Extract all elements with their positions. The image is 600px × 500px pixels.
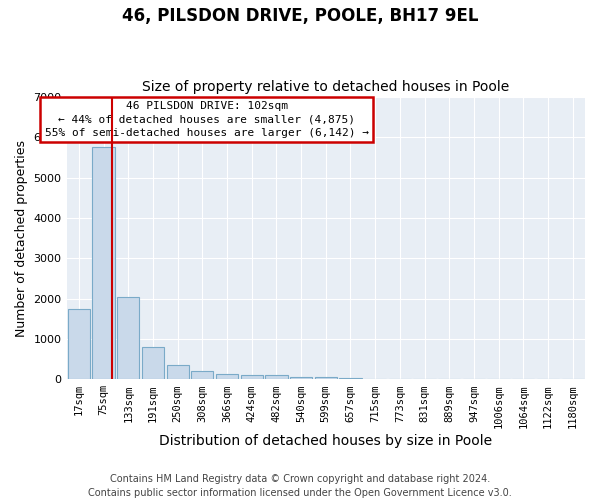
Bar (167, 365, 189, 380)
Bar (340, 378, 362, 380)
Bar (364, 378, 386, 380)
Bar (191, 372, 214, 380)
Title: Size of property relative to detached houses in Poole: Size of property relative to detached ho… (142, 80, 509, 94)
Text: 46, PILSDON DRIVE, POOLE, BH17 9EL: 46, PILSDON DRIVE, POOLE, BH17 9EL (122, 8, 478, 26)
Bar (314, 378, 337, 380)
Bar (142, 347, 164, 380)
Bar (265, 376, 287, 380)
X-axis label: Distribution of detached houses by size in Poole: Distribution of detached houses by size … (159, 434, 493, 448)
Text: Contains HM Land Registry data © Crown copyright and database right 2024.
Contai: Contains HM Land Registry data © Crown c… (88, 474, 512, 498)
Bar (290, 376, 312, 380)
Bar (92, 148, 115, 380)
Text: 46 PILSDON DRIVE: 102sqm
← 44% of detached houses are smaller (4,875)
55% of sem: 46 PILSDON DRIVE: 102sqm ← 44% of detach… (44, 102, 368, 138)
Bar (68, 309, 90, 380)
Y-axis label: Number of detached properties: Number of detached properties (15, 140, 28, 336)
Bar (241, 376, 263, 380)
Bar (216, 374, 238, 380)
Bar (117, 296, 139, 380)
